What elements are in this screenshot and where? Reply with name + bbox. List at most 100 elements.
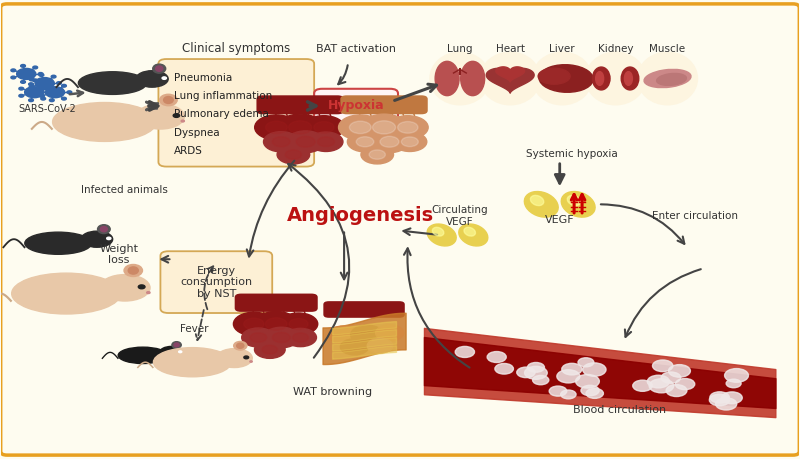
Text: Blood circulation: Blood circulation [573,405,666,415]
Ellipse shape [644,69,691,88]
Circle shape [350,121,371,134]
Circle shape [582,363,606,376]
Circle shape [361,114,407,140]
Circle shape [162,77,166,79]
Circle shape [314,122,334,133]
Text: Lung: Lung [447,44,473,54]
Ellipse shape [216,349,252,368]
Ellipse shape [625,72,632,85]
Circle shape [562,364,582,375]
Circle shape [296,136,315,147]
FancyBboxPatch shape [161,251,272,313]
Circle shape [309,132,343,151]
Circle shape [250,361,252,362]
Text: Lung inflammation: Lung inflammation [174,91,273,101]
Circle shape [669,364,690,377]
Text: ARDS: ARDS [174,146,203,156]
Circle shape [653,360,673,372]
Circle shape [67,91,72,94]
Ellipse shape [137,104,184,129]
Circle shape [487,352,506,363]
Circle shape [244,318,264,330]
FancyBboxPatch shape [158,59,314,167]
Circle shape [380,136,399,147]
Circle shape [146,291,150,294]
Circle shape [33,66,38,69]
Circle shape [11,69,16,72]
Circle shape [338,115,382,140]
Circle shape [25,87,44,98]
Circle shape [266,121,287,134]
Circle shape [661,372,681,383]
Circle shape [51,88,56,91]
FancyBboxPatch shape [257,95,344,114]
Text: Heart: Heart [496,44,525,54]
Ellipse shape [593,67,610,90]
Circle shape [549,386,566,396]
Circle shape [19,87,24,90]
Ellipse shape [432,227,444,236]
Text: Pulmonary edema: Pulmonary edema [174,109,270,119]
Text: Muscle: Muscle [650,44,686,54]
Ellipse shape [586,52,646,105]
Circle shape [272,332,290,342]
Circle shape [370,131,409,153]
Ellipse shape [596,72,604,85]
Ellipse shape [78,72,146,95]
Ellipse shape [160,347,183,358]
Circle shape [341,339,369,355]
Circle shape [263,327,299,348]
Ellipse shape [538,68,570,84]
Circle shape [455,347,474,358]
Ellipse shape [530,196,544,206]
Ellipse shape [532,52,592,105]
Circle shape [581,385,599,396]
Circle shape [393,132,426,151]
FancyBboxPatch shape [314,89,398,123]
Circle shape [586,388,603,398]
Circle shape [41,97,46,100]
Circle shape [716,398,737,410]
Circle shape [30,85,34,88]
Circle shape [666,385,687,397]
Ellipse shape [12,273,121,314]
Circle shape [495,364,514,374]
Circle shape [402,137,418,146]
Ellipse shape [237,343,244,348]
Circle shape [138,285,145,289]
Circle shape [266,318,287,330]
Circle shape [62,84,66,87]
Text: Clinical symptoms: Clinical symptoms [182,42,290,56]
Circle shape [46,87,65,98]
Text: Liver: Liver [550,44,575,54]
Ellipse shape [98,225,110,234]
Ellipse shape [567,196,581,206]
Circle shape [375,325,404,341]
Ellipse shape [124,264,142,276]
Ellipse shape [160,94,177,106]
Circle shape [576,375,599,388]
Circle shape [710,394,730,406]
Ellipse shape [480,52,540,105]
Circle shape [347,132,382,152]
Circle shape [11,76,16,79]
Circle shape [289,319,308,330]
Text: Angiogenesis: Angiogenesis [286,206,434,225]
Circle shape [106,237,111,240]
Ellipse shape [136,71,168,87]
Ellipse shape [81,231,113,247]
Ellipse shape [174,343,179,347]
Text: Infected animals: Infected animals [81,185,168,195]
Circle shape [242,328,275,347]
Circle shape [710,392,730,403]
Circle shape [286,131,325,153]
Circle shape [50,99,54,101]
Circle shape [57,82,62,84]
Text: Hypoxia: Hypoxia [328,100,384,112]
Text: Pneumonia: Pneumonia [174,73,233,83]
Circle shape [557,370,580,383]
Circle shape [277,145,310,164]
Circle shape [21,81,26,84]
Ellipse shape [234,341,247,350]
Circle shape [373,121,395,134]
